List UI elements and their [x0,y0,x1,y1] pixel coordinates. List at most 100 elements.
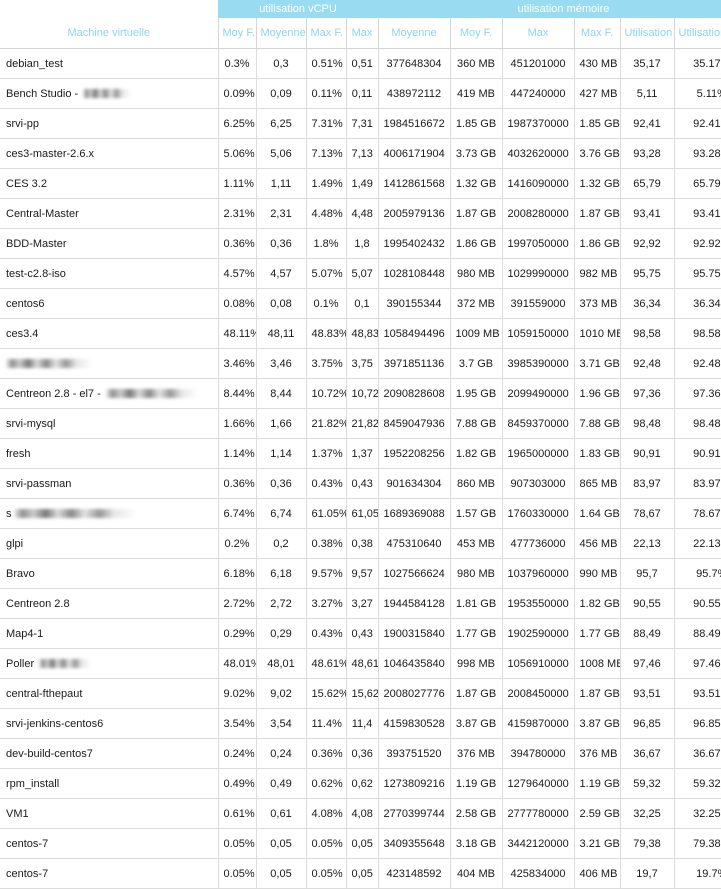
cell-vm-name: fresh [0,438,219,469]
cell-cpu_max: 0,43 [346,618,379,649]
cell-mem_moyenne: 423148592 [378,858,451,889]
redacted-text-block [13,508,136,518]
table-row[interactable]: BDD-Master 0.36% 0,36 1.8% 1,8 1995402432 1.86… [0,228,721,259]
table-row[interactable]: Map4-1 0.29% 0,29 0.43% 0,43 1900315840 1.77 G… [0,618,721,649]
cell-cpu_moy_f: 0.2% [218,528,257,559]
column-header-mem-moy-f[interactable]: Moy F. [450,18,503,49]
cell-mem_util: 96,85 [620,708,675,739]
column-header-cpu-moyenne[interactable]: Moyenne [256,18,307,49]
cell-mem_util_f: 95.7% [674,558,721,589]
table-row[interactable]: glpi 0.2% 0,2 0.38% 0,38 475310640 453 MB 47773… [0,528,721,559]
cell-mem_max: 1279640000 [502,768,575,799]
cell-mem_util: 90,91 [620,438,675,469]
cell-mem_max_f: 373 MB [574,288,621,319]
cell-mem_max: 3985390000 [502,348,575,379]
table-row[interactable]: srvi-jenkins-centos6 3.54% 3,54 11.4% 11,4 41… [0,708,721,739]
cell-mem_max: 4159870000 [502,708,575,739]
redacted-text-block [83,88,132,98]
cell-cpu_moy_f: 0.08% [218,288,257,319]
cell-cpu_moy_f: 1.11% [218,168,257,199]
cell-mem_util_f: 92.92% [674,228,721,259]
cell-cpu_moy_f: 0.36% [218,468,257,499]
table-row[interactable]: 3.46% 3,46 3.75% 3,75 3971851136 3.7 GB 398539… [0,348,721,379]
column-header-cpu-moy-f[interactable]: Moy F. [218,18,257,49]
table-row[interactable]: ces3-master-2.6.x 5.06% 5,06 7.13% 7,13 40061… [0,138,721,169]
cell-mem_moy_f: 980 MB [450,558,503,589]
cell-mem_util_f: 65.79% [674,168,721,199]
table-row[interactable]: srvi-mysql 1.66% 1,66 21.82% 21,82 8459047936… [0,408,721,439]
cell-mem_moyenne: 2008027776 [378,678,451,709]
table-row[interactable]: CES 3.2 1.11% 1,11 1.49% 1,49 1412861568 1.32 … [0,168,721,199]
cell-cpu_moyenne: 0,2 [256,528,307,559]
cell-cpu_moy_f: 0.24% [218,738,257,769]
cell-cpu_moyenne: 8,44 [256,378,307,409]
cell-mem_max_f: 1.32 GB [574,168,621,199]
cell-mem_moyenne: 438972112 [378,78,451,109]
cell-cpu_max_f: 1.37% [306,438,347,469]
table-row[interactable]: ces3.448.11%48,1148.83%48,83105849449610… [0,318,721,349]
table-row[interactable]: fresh 1.14% 1,14 1.37% 1,37 1952208256 1.82 GB… [0,438,721,469]
table-row[interactable]: central-fthepaut 9.02% 9,02 15.62% 15,62 2008… [0,678,721,709]
cell-vm-name: Bench Studio - [0,78,219,109]
table-row[interactable]: test-c2.8-iso 4.57% 4,57 5.07% 5,07 102810844… [0,258,721,289]
cell-mem_max_f: 1008 MB [574,648,621,679]
cell-cpu_moy_f: 9.02% [218,678,257,709]
column-header-vm-name[interactable]: Machine virtuelle [0,18,219,49]
table-row[interactable]: centos-7 0.05% 0,05 0.05% 0,05 423148592 404 M… [0,858,721,889]
cell-mem_max_f: 430 MB [574,48,621,79]
column-header-mem-utilisation[interactable]: Utilisation (%) [620,18,675,49]
cell-mem_moyenne: 377648304 [378,48,451,79]
cell-mem_moy_f: 360 MB [450,48,503,79]
table-row[interactable]: srvi-passman 0.36% 0,36 0.43% 0,43 901634304 8… [0,468,721,499]
column-header-cpu-max[interactable]: Max [346,18,379,49]
column-header-mem-max[interactable]: Max [502,18,575,49]
table-row[interactable]: Centreon 2.8 - el7 - 8.44% 8,44 10.72% 10,7… [0,378,721,409]
column-header-mem-max-f[interactable]: Max F. [574,18,621,49]
table-row[interactable]: Poller 48.01%48,0148.61%48,6110464358409… [0,648,721,679]
cell-cpu_moy_f: 0.61% [218,798,257,829]
cell-cpu_max: 21,82 [346,408,379,439]
cell-cpu_max_f: 0.43% [306,618,347,649]
cell-cpu_moyenne: 0,05 [256,858,307,889]
table-row[interactable]: srvi-pp 6.25% 6,25 7.31% 7,31 1984516672 1.85 … [0,108,721,139]
table-row[interactable]: Bench Studio - 0.09% 0,09 0.11% 0,11 4389721… [0,78,721,109]
cell-mem_util: 59,32 [620,768,675,799]
table-row[interactable]: centos-7 0.05% 0,05 0.05% 0,05 3409355648 3.18… [0,828,721,859]
table-row[interactable]: Central-Master 2.31% 2,31 4.48% 4,48 20059791… [0,198,721,229]
cell-cpu_max: 61,05 [346,498,379,529]
cell-vm-name: CES 3.2 [0,168,219,199]
table-row[interactable]: dev-build-centos7 0.24% 0,24 0.36% 0,36 39375… [0,738,721,769]
cell-mem_util: 93,51 [620,678,675,709]
cell-vm-name: Poller [0,648,219,679]
table-row[interactable]: debian_test 0.3% 0,3 0.51% 0,51 377648304 360 … [0,48,721,79]
cell-mem_util_f: 92.41% [674,108,721,139]
cell-cpu_max: 3,75 [346,348,379,379]
table-row[interactable]: s 6.74% 6,74 61.05% 61,05 1689369088 1.57 GB 17… [0,498,721,529]
cell-cpu_moyenne: 4,57 [256,258,307,289]
cell-mem_max: 2777780000 [502,798,575,829]
table-row[interactable]: rpm_install 0.49% 0,49 0.62% 0,62 1273809216 1… [0,768,721,799]
cell-vm-name: srvi-mysql [0,408,219,439]
table-row[interactable]: centos6 0.08% 0,08 0.1% 0,1 390155344 372 MB 39… [0,288,721,319]
cell-mem_max: 2008450000 [502,678,575,709]
cell-mem_moy_f: 1.81 GB [450,588,503,619]
cell-cpu_max_f: 0.51% [306,48,347,79]
table-row[interactable]: VM1 0.61% 0,61 4.08% 4,08 2770399744 2.58 GB 27… [0,798,721,829]
cell-vm-name: srvi-passman [0,468,219,499]
cell-mem_moy_f: 3.7 GB [450,348,503,379]
group-header-row: utilisation vCPU utilisation mémoire [0,0,721,18]
cell-vm-name: test-c2.8-iso [0,258,219,289]
cell-mem_util_f: 36.67% [674,738,721,769]
cell-mem_moy_f: 376 MB [450,738,503,769]
table-row[interactable]: Bravo 6.18% 6,18 9.57% 9,57 1027566624 980 MB 1… [0,558,721,589]
cell-cpu_max: 3,27 [346,588,379,619]
cell-vm-name: Centreon 2.8 [0,588,219,619]
cell-cpu_moy_f: 0.36% [218,228,257,259]
column-header-mem-moyenne[interactable]: Moyenne [378,18,451,49]
cell-mem_util_f: 32.25% [674,798,721,829]
table-row[interactable]: Centreon 2.8 2.72% 2,72 3.27% 3,27 1944584128… [0,588,721,619]
cell-mem_moy_f: 1.85 GB [450,108,503,139]
cell-mem_moy_f: 860 MB [450,468,503,499]
column-header-mem-utilisation-f[interactable]: Utilisation F. (%) [674,18,721,49]
column-header-cpu-max-f[interactable]: Max F. [306,18,347,49]
